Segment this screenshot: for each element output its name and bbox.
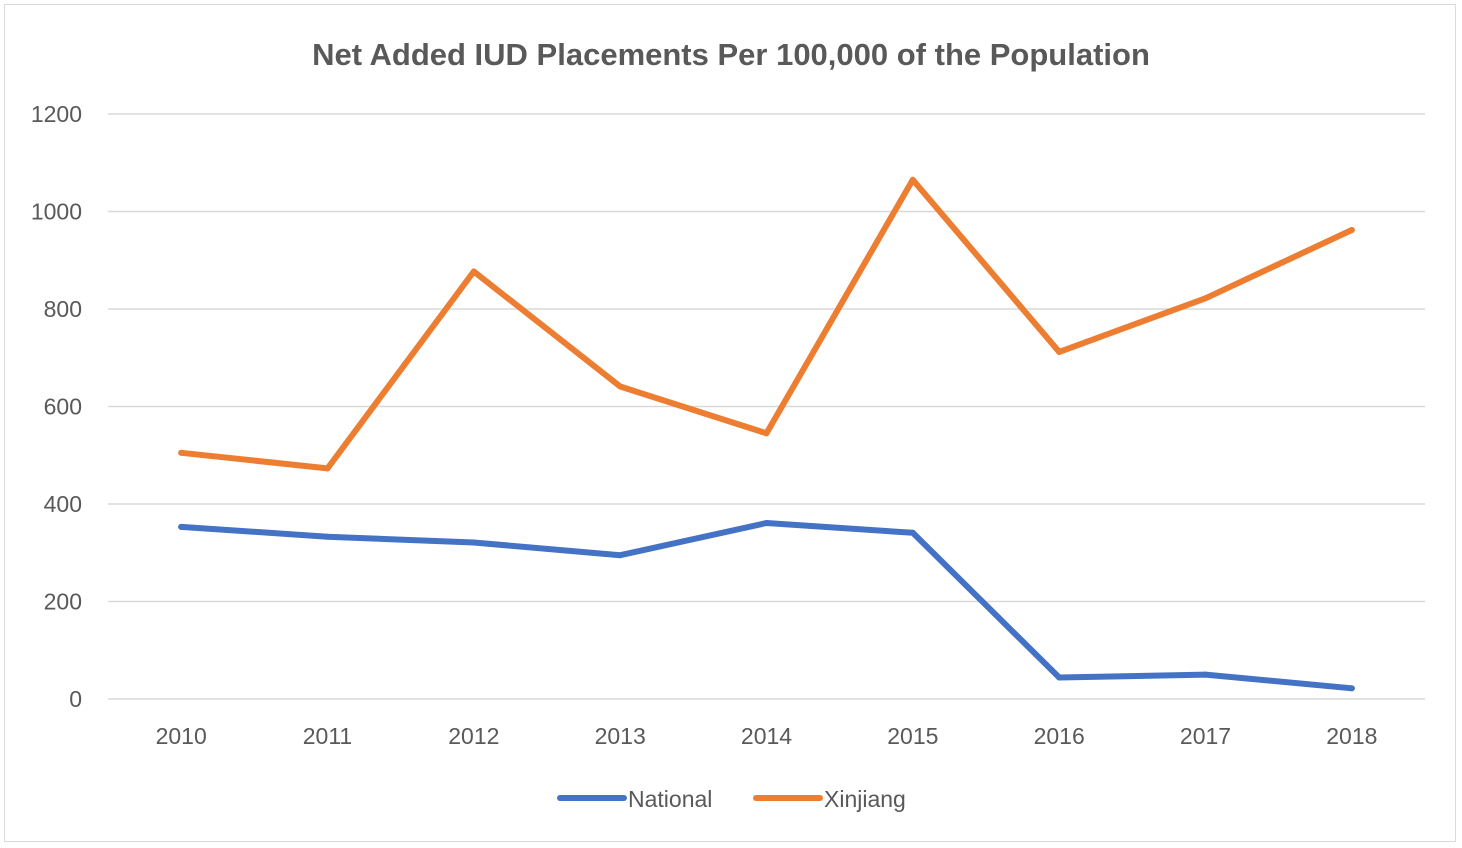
x-tick-label: 2018 xyxy=(1326,723,1377,749)
data-point-xinjiang xyxy=(1348,227,1355,234)
data-point-xinjiang xyxy=(178,449,185,456)
y-tick-label: 800 xyxy=(44,296,82,322)
data-point-xinjiang xyxy=(763,430,770,437)
gridlines xyxy=(108,113,1425,700)
data-point-xinjiang xyxy=(470,268,477,275)
chart-title: Net Added IUD Placements Per 100,000 of … xyxy=(312,37,1150,72)
x-tick-label: 2010 xyxy=(156,723,207,749)
data-point-national xyxy=(763,520,770,527)
x-tick-label: 2014 xyxy=(741,723,792,749)
y-axis-tick-labels: 0 200 400 600 800 1000 1200 xyxy=(31,101,82,712)
data-point-national xyxy=(1056,674,1063,681)
y-tick-label: 1200 xyxy=(31,101,82,127)
data-point-national xyxy=(470,539,477,546)
data-point-xinjiang xyxy=(1202,295,1209,302)
data-point-national xyxy=(617,552,624,559)
y-tick-label: 400 xyxy=(44,491,82,517)
legend-label-xinjiang: Xinjiang xyxy=(824,786,906,812)
data-point-national xyxy=(178,523,185,530)
data-point-national xyxy=(1202,671,1209,678)
data-point-national xyxy=(324,533,331,540)
series-line-national xyxy=(178,520,1355,692)
x-tick-label: 2013 xyxy=(595,723,646,749)
data-point-xinjiang xyxy=(617,383,624,390)
data-point-xinjiang xyxy=(1056,348,1063,355)
data-point-national xyxy=(909,529,916,536)
series-lines xyxy=(178,176,1355,692)
x-tick-label: 2011 xyxy=(303,723,352,749)
x-tick-label: 2017 xyxy=(1180,723,1231,749)
data-point-national xyxy=(1348,685,1355,692)
x-tick-label: 2016 xyxy=(1034,723,1085,749)
x-tick-label: 2012 xyxy=(448,723,499,749)
y-tick-label: 200 xyxy=(44,589,82,615)
data-point-xinjiang xyxy=(324,465,331,472)
y-tick-label: 0 xyxy=(69,686,82,712)
y-tick-label: 600 xyxy=(44,394,82,420)
legend: National Xinjiang xyxy=(557,786,906,812)
x-tick-label: 2015 xyxy=(887,723,938,749)
data-point-xinjiang xyxy=(909,176,916,183)
x-axis-tick-labels: 2010 2011 2012 2013 2014 2015 2016 2017 2018 xyxy=(156,723,1378,749)
legend-label-national: National xyxy=(628,786,712,812)
y-tick-label: 1000 xyxy=(31,199,82,225)
series-line-xinjiang xyxy=(178,176,1355,472)
